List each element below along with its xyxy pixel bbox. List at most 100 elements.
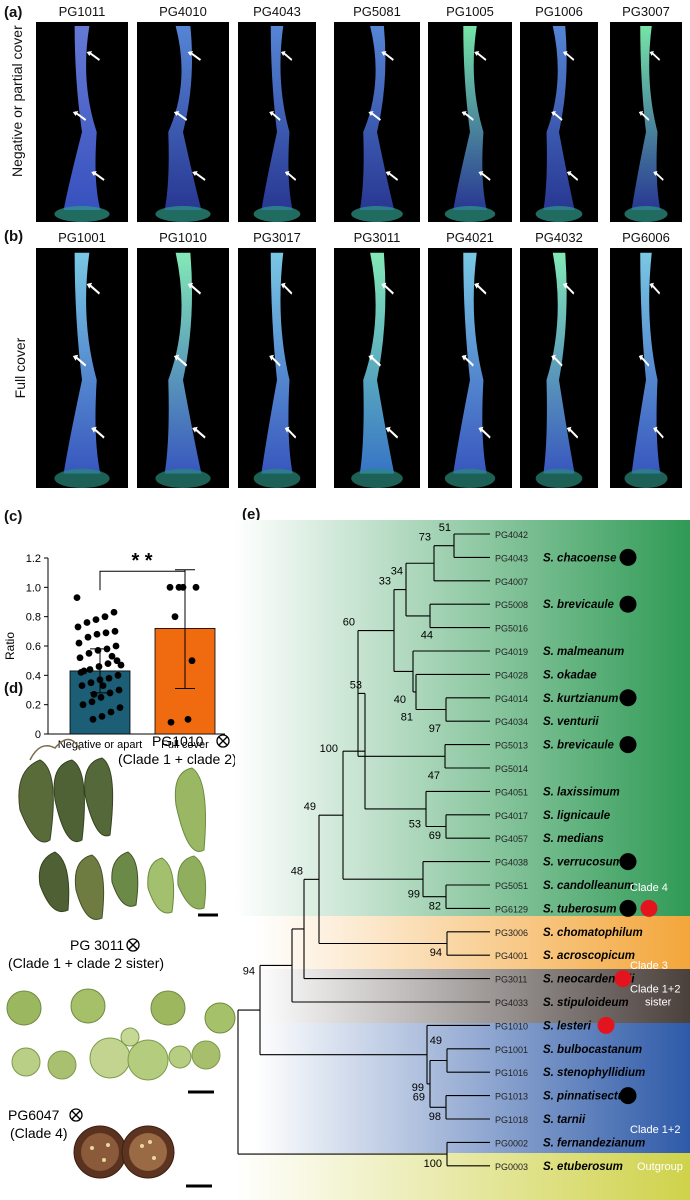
tip-id: PG5014 xyxy=(495,764,528,774)
panel-b-side-label: Full cover xyxy=(12,337,28,399)
tip-id: PG1010 xyxy=(495,1021,528,1031)
bootstrap-value: 73 xyxy=(419,532,431,544)
black-marker-icon xyxy=(619,899,637,917)
tip-id: PG5016 xyxy=(495,624,528,634)
bootstrap-value: 48 xyxy=(291,865,303,877)
fruit-group3-clade: (Clade 4) xyxy=(10,1125,68,1141)
tip-species: S. etuberosum xyxy=(543,1161,623,1173)
tip-id: PG3011 xyxy=(495,975,527,985)
clade-label: sister xyxy=(645,997,672,1009)
significance-bracket xyxy=(99,570,186,592)
y-tick-label: 0.4 xyxy=(26,670,41,682)
tip-id: PG5008 xyxy=(495,600,528,610)
panel-b-micrograph xyxy=(137,248,229,488)
bootstrap-value: 44 xyxy=(421,630,433,642)
data-point xyxy=(84,633,92,641)
tip-species: S. malmeanum xyxy=(543,646,624,658)
arrow-icon xyxy=(280,51,293,61)
clade-label: Outgroup xyxy=(637,1161,683,1173)
panel-a-micrograph xyxy=(610,22,682,222)
clade-label: Clade 1+2 xyxy=(630,1124,680,1136)
arrow-icon xyxy=(566,171,579,181)
tip-species: S. neocardenasii xyxy=(543,974,635,986)
tip-species: S. brevicaule xyxy=(543,740,615,752)
tip-species: S. okadae xyxy=(543,669,597,681)
tip-id: PG4057 xyxy=(495,834,528,844)
tip-species: S. brevicaule xyxy=(543,599,615,611)
arrow-icon xyxy=(381,282,394,295)
tip-species: S. kurtzianum xyxy=(543,693,618,705)
arrow-icon xyxy=(280,282,293,295)
data-point xyxy=(113,657,121,665)
panel-a-side-label: Negative or partial cover xyxy=(9,25,25,177)
arrow-icon xyxy=(385,426,399,439)
panel-b-sample-label: PG1010 xyxy=(159,230,207,245)
data-point xyxy=(76,654,84,662)
arrow-icon xyxy=(381,51,394,61)
black-marker-icon xyxy=(619,1087,637,1105)
clade-label: Clade 1+2 xyxy=(630,984,680,996)
fruit-cluster-pg6047 xyxy=(73,1125,212,1188)
bootstrap-value: 99 xyxy=(412,1082,424,1094)
data-point xyxy=(111,627,119,635)
tip-id: PG1013 xyxy=(495,1092,528,1102)
bootstrap-value: 100 xyxy=(320,743,338,755)
y-tick-label: 0.6 xyxy=(26,641,41,653)
tip-id: PG4034 xyxy=(495,717,528,727)
arrow-icon xyxy=(91,171,105,181)
arrow-icon xyxy=(649,282,661,295)
panel-a-sample-label: PG4010 xyxy=(159,4,207,19)
tip-species: S. fernandezianum xyxy=(543,1137,645,1149)
panel-a-micrograph xyxy=(428,22,512,222)
arrow-icon xyxy=(653,171,664,181)
data-point xyxy=(184,715,192,723)
arrow-icon xyxy=(269,111,281,121)
tip-species: S. medians xyxy=(543,833,604,845)
panel-c-letter: (c) xyxy=(4,508,23,525)
panel-a-sample-label: PG5081 xyxy=(353,4,401,19)
bootstrap-value: 33 xyxy=(379,576,391,588)
data-point xyxy=(102,629,110,637)
panel-a-sample-label: PG1011 xyxy=(58,4,106,19)
bootstrap-value: 94 xyxy=(430,947,442,959)
bootstrap-value: 40 xyxy=(394,694,406,706)
fruit-group1-sample: PG1010 xyxy=(152,733,204,749)
panel-b-sample-label: PG1001 xyxy=(58,230,106,245)
panel-a-sample-label: PG4043 xyxy=(253,4,301,19)
bootstrap-value: 99 xyxy=(408,889,420,901)
data-point xyxy=(114,671,122,679)
data-point xyxy=(79,701,87,709)
panel-b-letter: (b) xyxy=(4,228,24,245)
data-point xyxy=(94,647,102,654)
data-point xyxy=(86,666,94,673)
panel-d-letter: (d) xyxy=(4,680,24,697)
y-tick-label: 1.2 xyxy=(26,553,41,565)
data-point xyxy=(85,649,93,657)
arrow-icon xyxy=(653,426,664,439)
tip-species: S. bulbocastanum xyxy=(543,1044,642,1056)
panel-b-micrograph xyxy=(36,248,128,488)
cross-circle-icon xyxy=(216,734,230,748)
data-point xyxy=(171,613,179,621)
panel-a-micrograph xyxy=(238,22,316,222)
tip-species: S. stipuloideum xyxy=(543,997,629,1009)
red-marker-icon xyxy=(597,1016,615,1034)
y-tick-label: 0 xyxy=(35,729,41,741)
bootstrap-value: 81 xyxy=(401,712,413,724)
bootstrap-value: 49 xyxy=(430,1035,442,1047)
panel-b-micrograph xyxy=(428,248,512,488)
panel-b-sample-label: PG6006 xyxy=(622,230,670,245)
arrow-icon xyxy=(474,282,487,295)
panel-a-micrograph xyxy=(334,22,420,222)
data-point xyxy=(112,642,120,650)
bootstrap-value: 47 xyxy=(428,770,440,782)
tip-id: PG4051 xyxy=(495,787,528,797)
bootstrap-value: 98 xyxy=(429,1111,441,1123)
data-point xyxy=(103,645,111,653)
data-point xyxy=(75,639,83,647)
panel-a-micrograph xyxy=(520,22,598,222)
clade-label: Clade 4 xyxy=(630,882,668,894)
tip-id: PG4001 xyxy=(495,951,528,961)
clade-label: Clade 3 xyxy=(630,960,668,972)
panel-b-sample-label: PG3011 xyxy=(353,230,401,245)
